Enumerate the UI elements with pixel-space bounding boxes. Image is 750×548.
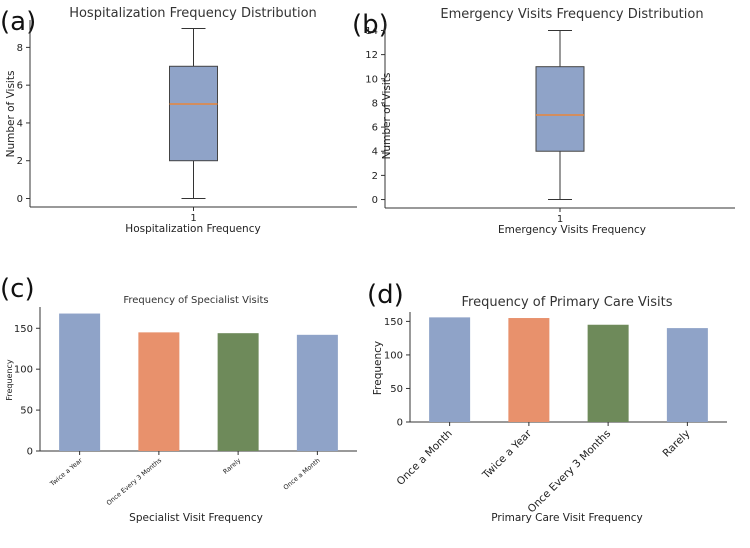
x-tick-label: Once a Month bbox=[282, 456, 322, 491]
bar bbox=[666, 328, 708, 422]
y-tick-label: 4 bbox=[17, 118, 23, 129]
x-tick-label: Rarely bbox=[661, 428, 693, 460]
y-tick-label: 0 bbox=[397, 418, 403, 429]
y-tick-label: 50 bbox=[20, 406, 33, 417]
y-tick-label: 150 bbox=[14, 324, 33, 335]
iqr-box bbox=[535, 66, 585, 152]
panel-label: (d) bbox=[367, 280, 404, 310]
x-tick-label: Twice a Year bbox=[480, 427, 535, 482]
x-axis-label: Hospitalization Frequency bbox=[125, 223, 260, 235]
bar bbox=[59, 313, 101, 451]
bar bbox=[429, 317, 471, 422]
x-axis-label: Primary Care Visit Frequency bbox=[491, 512, 643, 524]
panel-label: (b) bbox=[352, 10, 389, 40]
y-tick-label: 6 bbox=[17, 81, 23, 92]
y-tick-label: 8 bbox=[17, 43, 23, 54]
iqr-box bbox=[169, 65, 218, 162]
bar bbox=[587, 324, 629, 422]
bar bbox=[508, 318, 550, 422]
x-tick-label: Rarely bbox=[222, 456, 243, 475]
panel-label: (c) bbox=[0, 274, 35, 304]
y-tick-label: 10 bbox=[365, 74, 378, 85]
y-axis-label: Number of Visits bbox=[381, 73, 393, 160]
y-tick-label: 14 bbox=[365, 26, 378, 37]
y-tick-label: 8 bbox=[372, 98, 378, 109]
x-axis-label: Emergency Visits Frequency bbox=[498, 224, 646, 236]
x-tick-label: 1 bbox=[190, 213, 196, 224]
y-tick-label: 50 bbox=[390, 384, 403, 395]
y-axis-label: Number of Visits bbox=[5, 71, 17, 158]
panel-label: (a) bbox=[0, 7, 36, 37]
y-tick-label: 4 bbox=[372, 147, 378, 158]
chart-title: Frequency of Primary Care Visits bbox=[461, 295, 672, 310]
y-tick-label: 0 bbox=[17, 194, 23, 205]
y-tick-label: 6 bbox=[372, 123, 378, 134]
x-tick-label: Once Every 3 Months bbox=[526, 428, 614, 516]
y-tick-label: 0 bbox=[372, 195, 378, 206]
panel-1: (a) Hospitalization Frequency Distributio… bbox=[0, 6, 357, 235]
panel-2: (b) Emergency Visits Frequency Distributi… bbox=[352, 7, 735, 236]
y-axis-label: Frequency bbox=[5, 359, 14, 401]
panel-4: (d) Frequency of Primary Care Visits 0 50 10… bbox=[367, 280, 727, 524]
x-tick-label: Twice a Year bbox=[48, 456, 84, 488]
x-axis-label: Specialist Visit Frequency bbox=[129, 512, 263, 524]
panel-3: (c) Frequency of Specialist Visits 0 50 100 1… bbox=[0, 274, 357, 524]
y-tick-label: 100 bbox=[384, 350, 403, 361]
y-tick-label: 150 bbox=[384, 317, 403, 328]
bar bbox=[217, 333, 259, 451]
y-axis-label: Frequency bbox=[372, 341, 384, 395]
y-tick-label: 2 bbox=[17, 156, 23, 167]
x-tick-label: 1 bbox=[557, 214, 563, 225]
chart-title: Hospitalization Frequency Distribution bbox=[69, 6, 317, 21]
chart-title: Frequency of Specialist Visits bbox=[123, 295, 268, 306]
y-tick-label: 100 bbox=[14, 365, 33, 376]
bar bbox=[138, 332, 180, 451]
y-tick-label: 2 bbox=[372, 171, 378, 182]
y-tick-label: 0 bbox=[27, 447, 33, 458]
bar bbox=[296, 334, 338, 451]
y-tick-label: 12 bbox=[365, 50, 378, 61]
x-tick-label: Once a Month bbox=[395, 428, 455, 488]
chart-title: Emergency Visits Frequency Distribution bbox=[440, 7, 703, 22]
x-tick-label: Once Every 3 Months bbox=[105, 456, 164, 507]
